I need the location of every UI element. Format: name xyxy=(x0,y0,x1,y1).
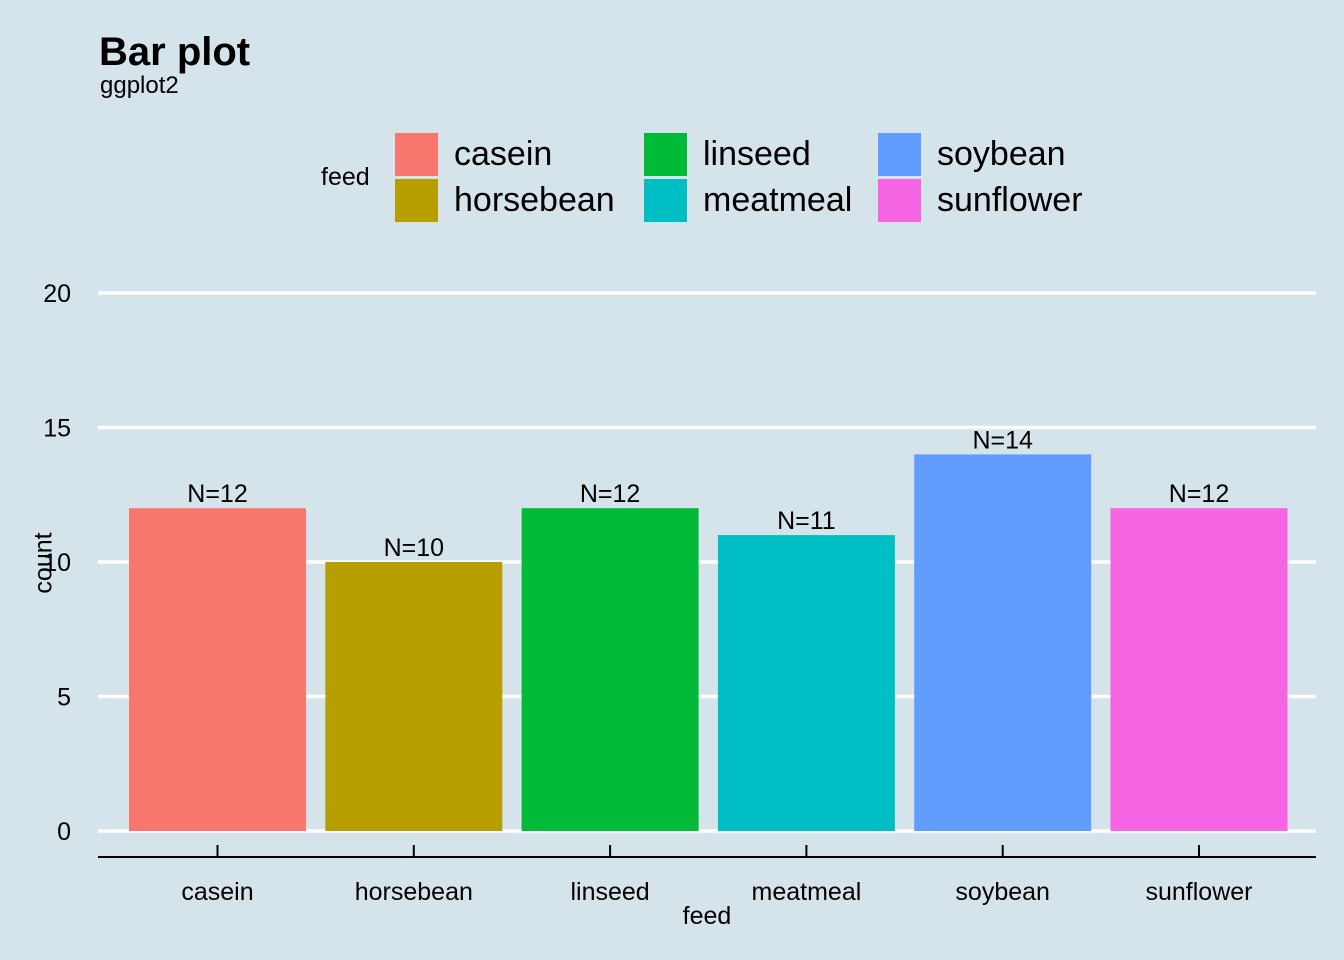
bar-soybean xyxy=(914,454,1092,831)
y-tick-label: 5 xyxy=(57,684,71,712)
legend-key xyxy=(395,178,438,222)
bar-sunflower xyxy=(1110,508,1288,831)
legend-item-linseed: linseed xyxy=(644,132,811,176)
bar-horsebean xyxy=(325,562,503,831)
data-label-linseed: N=12 xyxy=(580,480,640,508)
legend-item-horsebean: horsebean xyxy=(395,178,615,222)
legend-item-casein: casein xyxy=(395,132,552,176)
y-tick-label: 20 xyxy=(43,280,71,308)
bar-linseed xyxy=(521,508,699,831)
x-tick-label-casein: casein xyxy=(181,878,253,906)
legend-label: horsebean xyxy=(454,181,615,219)
legend-label: soybean xyxy=(937,135,1066,173)
legend-item-sunflower: sunflower xyxy=(878,178,1083,222)
data-label-soybean: N=14 xyxy=(972,426,1033,454)
x-axis-label: feed xyxy=(682,902,732,930)
bars xyxy=(129,454,1288,831)
y-axis: 0 5 10 15 20 xyxy=(43,280,71,846)
data-label-casein: N=12 xyxy=(187,480,247,508)
legend-item-meatmeal: meatmeal xyxy=(644,178,852,222)
data-label-sunflower: N=12 xyxy=(1169,480,1229,508)
legend-label: linseed xyxy=(703,135,811,173)
y-axis-label: count xyxy=(29,532,58,594)
legend-key xyxy=(878,178,921,222)
x-tick-label-horsebean: horsebean xyxy=(355,878,473,906)
legend-key xyxy=(878,132,921,176)
legend-key xyxy=(644,178,687,222)
x-tick-label-linseed: linseed xyxy=(570,878,649,906)
legend-title: feed xyxy=(321,163,370,191)
y-tick-label: 0 xyxy=(57,818,71,846)
legend-label: casein xyxy=(454,135,553,173)
legend-label: sunflower xyxy=(937,181,1083,219)
y-tick-label: 15 xyxy=(43,415,71,443)
chart-title: Bar plot xyxy=(99,30,251,74)
data-labels: N=12 N=10 N=12 N=11 N=14 N=12 xyxy=(187,426,1229,562)
x-tick-label-soybean: soybean xyxy=(955,878,1050,906)
chart-subtitle: ggplot2 xyxy=(100,72,179,99)
legend-label: meatmeal xyxy=(703,181,853,219)
x-axis: casein horsebean linseed meatmeal soybean sun… xyxy=(98,845,1316,906)
y-tick-label: 10 xyxy=(43,549,71,577)
x-tick-label-sunflower: sunflower xyxy=(1146,878,1253,906)
legend-item-soybean: soybean xyxy=(878,132,1066,176)
data-label-meatmeal: N=11 xyxy=(777,507,836,535)
bar-casein xyxy=(129,508,306,831)
data-label-horsebean: N=10 xyxy=(384,534,444,562)
legend-key xyxy=(644,132,687,176)
bar-meatmeal xyxy=(717,535,895,831)
x-tick-label-meatmeal: meatmeal xyxy=(752,878,862,906)
legend-key xyxy=(395,132,438,176)
